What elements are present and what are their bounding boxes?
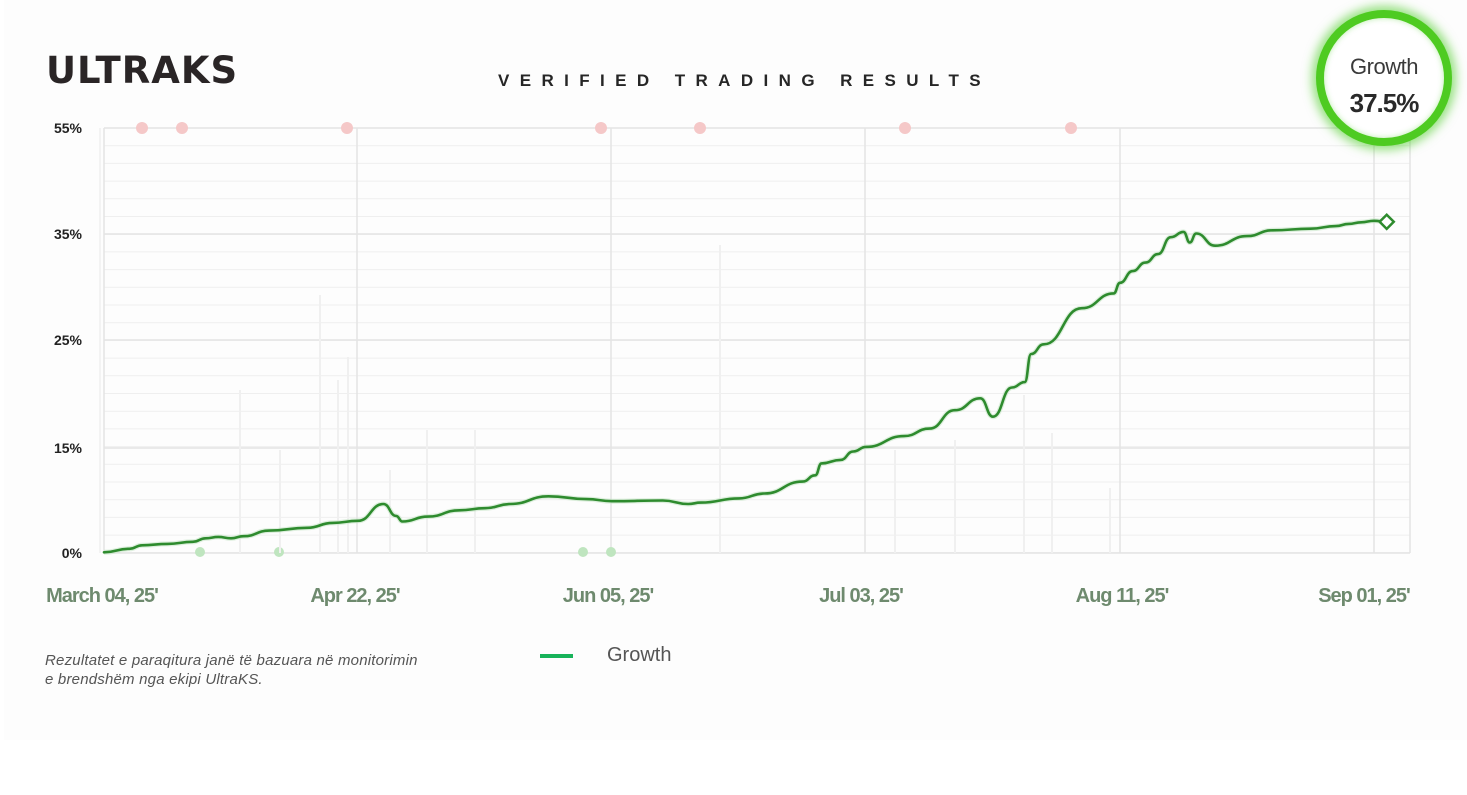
- legend-label: Growth: [607, 644, 672, 666]
- x-tick-label: Aug 11, 25': [1076, 585, 1169, 607]
- event-marker-green: [195, 547, 205, 557]
- x-tick-label: Jun 05, 25': [563, 585, 654, 607]
- footnote: Rezultatet e paraqitura janë të bazuara …: [45, 651, 465, 689]
- brand-logo: ULTRAKS: [46, 49, 239, 92]
- event-marker-red: [341, 122, 353, 134]
- event-marker-red: [899, 122, 911, 134]
- y-axis-ticks: 0% 15% 25% 35% 55%: [54, 120, 83, 561]
- x-tick-label: Sep 01, 25': [1318, 585, 1410, 607]
- event-marker-red: [1065, 122, 1077, 134]
- event-marker-green: [578, 547, 588, 557]
- y-tick-label: 25%: [54, 332, 83, 348]
- y-tick-label: 55%: [54, 120, 83, 136]
- results-card: [4, 0, 1467, 740]
- x-tick-label: March 04, 25': [46, 585, 158, 607]
- footnote-line-2: e brendshëm nga ekipi UltraKS.: [45, 671, 263, 688]
- event-marker-red: [176, 122, 188, 134]
- y-tick-label: 35%: [54, 226, 83, 242]
- footnote-line-1: Rezultatet e paraqitura janë të bazuara …: [45, 652, 418, 669]
- chart-series: [102, 212, 1396, 555]
- event-marker-red: [136, 122, 148, 134]
- y-tick-label: 15%: [54, 440, 83, 456]
- event-marker-green: [606, 547, 616, 557]
- growth-badge: Growth 37.5%: [1316, 10, 1452, 146]
- event-marker-red: [694, 122, 706, 134]
- x-tick-label: Jul 03, 25': [819, 585, 903, 607]
- x-tick-label: Apr 22, 25': [310, 585, 400, 607]
- series-end-marker: [1377, 212, 1396, 231]
- series-line-glow: [103, 218, 1387, 555]
- series-line-growth: [102, 219, 1388, 554]
- y-tick-label: 0%: [62, 545, 83, 561]
- event-marker-red: [595, 122, 607, 134]
- chart-grid: [99, 127, 1411, 554]
- growth-badge-label: Growth: [1350, 54, 1418, 79]
- growth-badge-value: 37.5%: [1349, 88, 1420, 118]
- page-headline: VERIFIED TRADING RESULTS: [498, 71, 991, 90]
- x-axis-ticks: March 04, 25' Apr 22, 25' Jun 05, 25' Jul 0…: [46, 585, 1411, 607]
- legend-swatch: [540, 654, 573, 658]
